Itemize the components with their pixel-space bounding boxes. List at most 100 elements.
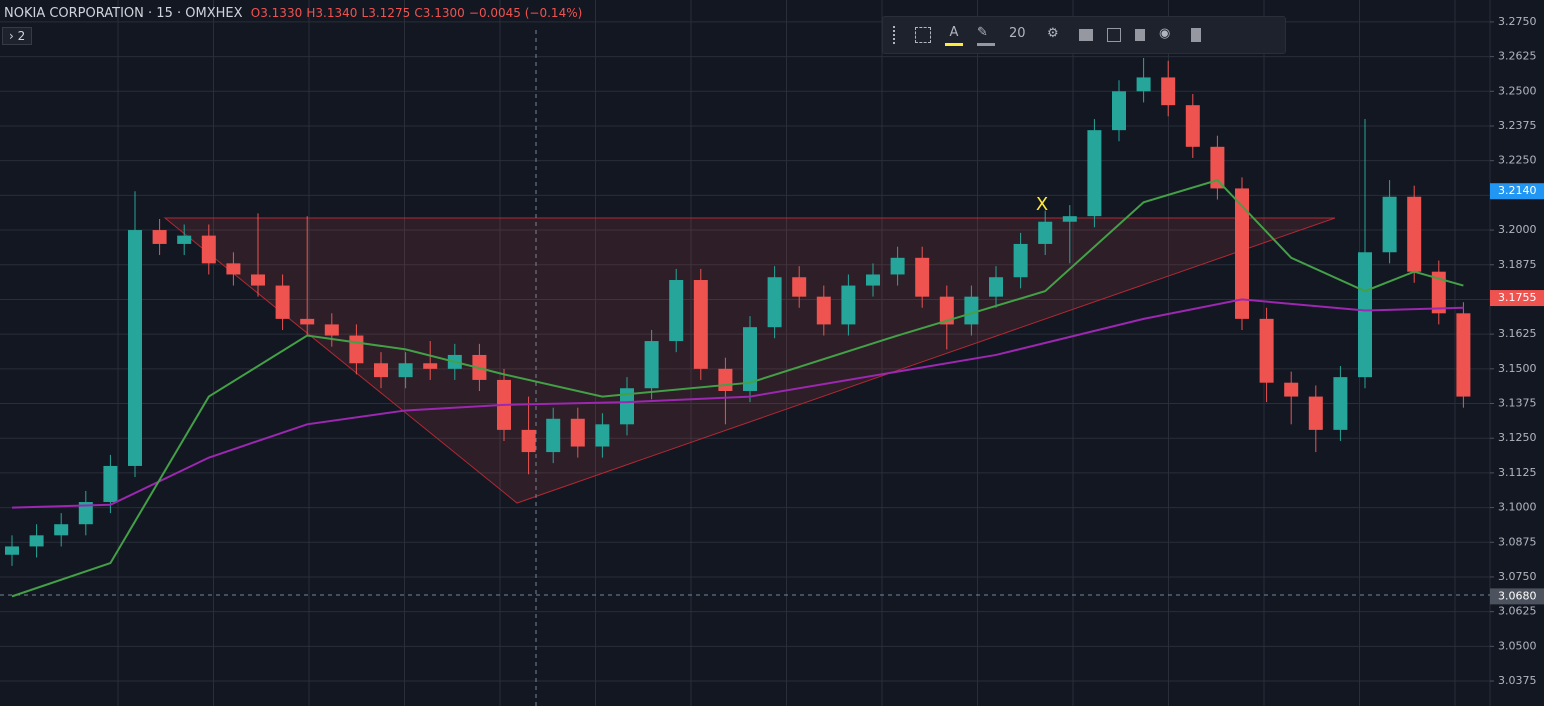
h-key: H xyxy=(306,6,316,20)
y-tick-label: 3.0625 xyxy=(1498,605,1537,618)
candle-body xyxy=(251,274,265,286)
legend-header: NOKIA CORPORATION · 15 · OMXHEX O3.1330 … xyxy=(4,6,583,21)
y-tick-label: 3.1375 xyxy=(1498,397,1537,410)
candle-body xyxy=(939,296,954,325)
candle-body xyxy=(398,363,413,378)
y-tick-label: 3.1500 xyxy=(1498,362,1537,375)
line-color[interactable]: ✎ xyxy=(977,25,995,46)
o-key: O xyxy=(250,6,261,20)
candle-body xyxy=(275,285,290,319)
candle-body xyxy=(300,318,315,325)
candle-body xyxy=(374,363,388,378)
candle-body xyxy=(5,546,19,555)
indicators-toggle[interactable]: › 2 xyxy=(2,27,33,45)
symbol: NOKIA CORPORATION xyxy=(4,6,144,21)
candle-body xyxy=(743,327,757,392)
candle-body xyxy=(644,341,659,389)
layer[interactable] xyxy=(1079,29,1093,41)
candle-body xyxy=(1038,221,1053,244)
candle-body xyxy=(718,368,733,392)
candle-body xyxy=(841,285,856,325)
candle-body xyxy=(693,280,708,369)
candle-body xyxy=(1062,216,1077,222)
l-key: L xyxy=(361,6,369,20)
exchange: OMXHEX xyxy=(185,6,243,21)
candle-body xyxy=(989,277,1003,297)
candle-body xyxy=(792,277,807,297)
select-tool[interactable] xyxy=(915,27,931,43)
candle-body xyxy=(1185,105,1200,147)
candle-body xyxy=(669,280,684,342)
moving-average xyxy=(11,178,1464,598)
candle-body xyxy=(1136,77,1151,92)
candle-body xyxy=(1431,271,1446,314)
candle-body xyxy=(349,335,364,364)
y-tick-label: 3.2000 xyxy=(1498,223,1537,236)
interval: 15 xyxy=(156,6,173,21)
candle-body xyxy=(177,235,192,244)
y-tick-label: 3.0750 xyxy=(1498,570,1537,583)
clone[interactable] xyxy=(1107,28,1121,42)
change: −0.0045 (−0.14%) xyxy=(468,6,583,20)
annotation-x: X xyxy=(1036,194,1048,215)
candle-body xyxy=(324,324,339,336)
candle-body xyxy=(816,296,831,325)
candle-body xyxy=(78,502,93,525)
candle-body xyxy=(1456,313,1471,397)
candle-body xyxy=(423,363,438,369)
candle-body xyxy=(226,263,241,275)
y-tick-label: 3.0375 xyxy=(1498,674,1537,687)
y-tick-label: 3.2375 xyxy=(1498,119,1537,132)
candle-body xyxy=(595,424,610,447)
candle-body xyxy=(1308,396,1323,430)
y-tick-label: 3.1125 xyxy=(1498,466,1537,479)
candle-body xyxy=(620,388,634,425)
price-label: 3.0680 xyxy=(1498,589,1537,602)
l-val: 3.1275 xyxy=(368,6,411,20)
candle-body xyxy=(1382,196,1397,253)
y-tick-label: 3.2500 xyxy=(1498,84,1537,97)
candle-body xyxy=(1210,146,1225,189)
candle-body xyxy=(29,535,44,547)
y-tick-label: 3.1875 xyxy=(1498,258,1537,271)
candle-body xyxy=(1358,252,1372,378)
price-label-bg xyxy=(1490,290,1544,307)
y-tick-label: 3.0500 xyxy=(1498,639,1537,652)
ohlc-c: C3.1300 xyxy=(414,6,464,20)
price-label: 3.1755 xyxy=(1498,291,1537,304)
drag-handle[interactable] xyxy=(893,26,901,44)
price-axis xyxy=(1490,0,1544,706)
y-tick-label: 3.2250 xyxy=(1498,154,1537,167)
text-color[interactable]: A xyxy=(945,25,963,46)
price-label-bg xyxy=(1490,183,1544,200)
candle-body xyxy=(767,277,782,328)
y-tick-label: 3.1000 xyxy=(1498,501,1537,514)
settings[interactable]: ⚙ xyxy=(1047,26,1059,41)
y-tick-label: 3.1625 xyxy=(1498,327,1537,340)
ohlc-o: O3.1330 xyxy=(251,6,302,20)
candle-body xyxy=(128,230,142,466)
c-key: C xyxy=(414,6,423,20)
delete[interactable] xyxy=(1191,28,1201,42)
font-size[interactable]: 20 xyxy=(1009,26,1026,41)
candle-body xyxy=(1333,377,1348,430)
candle-body xyxy=(201,235,216,264)
candle-body xyxy=(54,524,69,536)
candle-body xyxy=(1112,91,1126,131)
price-label-bg xyxy=(1490,588,1544,605)
h-val: 3.1340 xyxy=(315,6,358,20)
indicator-count: 2 xyxy=(17,29,26,43)
candle-body xyxy=(570,418,585,447)
candle-body xyxy=(1235,188,1249,319)
c-val: 3.1300 xyxy=(422,6,465,20)
candle-body xyxy=(866,274,880,286)
candle-body xyxy=(1284,382,1299,397)
price-label: 3.2140 xyxy=(1498,184,1537,197)
o-val: 3.1330 xyxy=(260,6,303,20)
ohlc-l: L3.1275 xyxy=(362,6,411,20)
candle-body xyxy=(1259,318,1274,383)
lock[interactable] xyxy=(1135,29,1145,41)
y-tick-label: 3.2750 xyxy=(1498,15,1537,28)
visibility[interactable]: ◉ xyxy=(1159,26,1171,41)
